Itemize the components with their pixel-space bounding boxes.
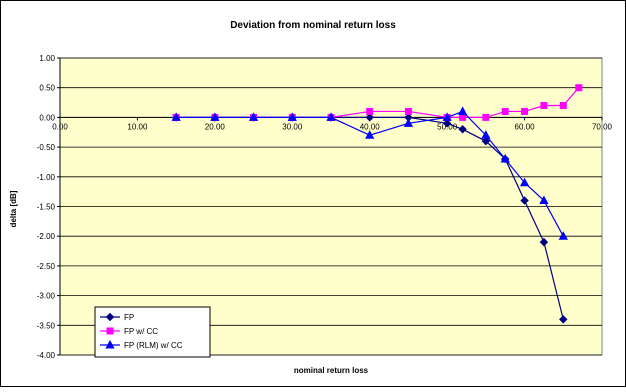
data-point	[575, 84, 583, 92]
y-tick-label: 0.00	[39, 113, 55, 122]
x-tick-label: 70.00	[592, 122, 613, 131]
y-tick-label: -2.50	[37, 262, 56, 271]
data-point	[540, 102, 548, 110]
data-point	[481, 136, 491, 146]
y-tick-label: 0.50	[39, 84, 55, 93]
data-point	[521, 107, 529, 115]
data-point	[481, 130, 491, 139]
x-tick-label: 20.00	[205, 122, 226, 131]
legend-box	[94, 306, 211, 358]
y-tick-label: -3.00	[37, 292, 56, 301]
data-point	[457, 106, 468, 115]
x-tick-label: 0.00	[52, 122, 68, 131]
data-point	[287, 112, 297, 121]
series-layer	[171, 84, 583, 324]
legend: FP FP w/ CC FP (RLM) w/ CC	[94, 306, 211, 358]
data-point	[520, 196, 529, 205]
data-point	[559, 102, 567, 110]
y-tick-label: -0.50	[37, 143, 56, 152]
y-tick-label: -3.50	[37, 321, 56, 330]
legend-label: FP (RLM) w/ CC	[124, 341, 183, 350]
data-point	[403, 118, 414, 127]
data-point	[558, 231, 568, 240]
plot-area	[59, 57, 603, 356]
y-tick-label: -1.50	[37, 203, 56, 212]
y-axis-label: delta [dB]	[9, 190, 18, 227]
y-axis-ticks: 1.00 0.50 0.00 -0.50 -1.00 -1.50 -2.00 -2.50 -3.…	[37, 54, 61, 360]
series-line	[176, 110, 564, 237]
legend-swatch-marker	[105, 312, 115, 322]
y-tick-label: -4.00	[37, 351, 56, 360]
data-point	[458, 125, 467, 134]
data-point	[442, 112, 452, 121]
data-point	[482, 113, 490, 121]
series-3	[171, 106, 568, 240]
legend-swatch-marker	[105, 339, 115, 349]
x-tick-label: 60.00	[515, 122, 536, 131]
data-point	[365, 130, 375, 139]
data-point	[459, 113, 467, 121]
data-point	[501, 107, 509, 115]
data-point	[366, 107, 374, 115]
data-point	[365, 113, 374, 122]
chart-title: Deviation from nominal return loss	[230, 20, 396, 31]
data-point	[326, 112, 336, 121]
data-point	[442, 119, 452, 128]
y-tick-label: -1.00	[37, 173, 56, 182]
data-point	[539, 195, 549, 205]
legend-label: FP	[124, 313, 134, 322]
legend-label: FP w/ CC	[124, 327, 158, 336]
data-point	[404, 107, 412, 115]
data-point	[539, 237, 549, 247]
data-point	[519, 177, 530, 187]
data-point	[210, 112, 220, 121]
x-tick-label: 30.00	[282, 122, 303, 131]
x-tick-label: 40.00	[360, 122, 381, 131]
y-tick-label: 1.00	[39, 54, 55, 63]
x-tick-label: 10.00	[127, 122, 148, 131]
legend-swatch-marker	[106, 327, 114, 335]
data-point	[559, 315, 568, 324]
data-point	[248, 112, 259, 121]
data-point	[171, 112, 181, 121]
x-axis-label: nominal return loss	[294, 366, 369, 375]
data-point	[500, 153, 510, 163]
y-tick-label: -2.00	[37, 232, 56, 241]
